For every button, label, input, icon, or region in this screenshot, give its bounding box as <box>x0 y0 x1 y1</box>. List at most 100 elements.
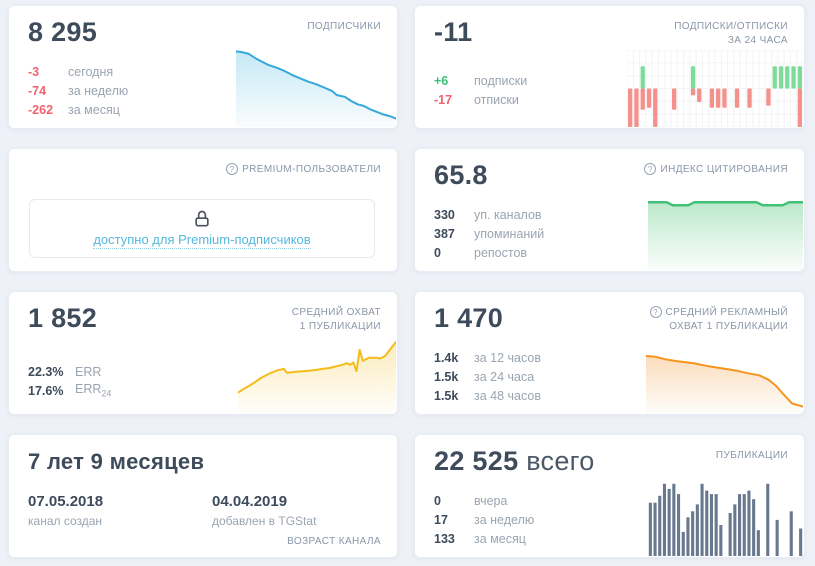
net-subs-count: -11 <box>434 17 473 47</box>
stat-label: отписки <box>474 92 519 107</box>
stat-value: +6 <box>434 73 449 88</box>
channel-age-value: 7 лет 9 месяцев <box>28 449 205 474</box>
stat-row: 330 уп. каналов <box>434 205 544 224</box>
avg-reach-stats: 22.3% ERR 17.6% ERR24 <box>28 362 111 400</box>
card-title: ПОДПИСЧИКИ <box>307 21 381 32</box>
card-title-line2: 1 ПУБЛИКАЦИИ <box>299 321 381 332</box>
card-channel-age: 7 лет 9 месяцев 07.05.2018 канал создан … <box>8 434 398 558</box>
stat-label: сегодня <box>68 64 114 79</box>
subs-unsubs-stats: +6 подписки -17 отписки <box>434 71 527 109</box>
stat-value: 1.5k <box>434 369 459 384</box>
card-title-line1: СРЕДНИЙ РЕКЛАМНЫЙ <box>665 307 788 318</box>
subs-unsubs-bar-chart <box>627 50 803 127</box>
stat-row: 17.6% ERR24 <box>28 381 111 400</box>
avg-reach-value: 1 852 <box>28 303 98 333</box>
subscribers-stats: -3 сегодня -74 за неделю -262 за месяц <box>28 62 128 119</box>
avg-ad-reach-chart <box>646 349 803 413</box>
stat-value: 387 <box>434 226 455 241</box>
card-title-line1: СРЕДНИЙ ОХВАТ <box>291 307 381 318</box>
stat-label: за месяц <box>474 531 526 546</box>
help-icon[interactable]: ? <box>649 306 662 318</box>
stat-label: за 48 часов <box>474 388 541 403</box>
avg-reach-chart <box>238 334 396 413</box>
stat-row: 0 вчера <box>434 491 534 510</box>
stat-label: за 24 часа <box>474 369 535 384</box>
stat-value: 0 <box>434 493 441 508</box>
stat-row: -74 за неделю <box>28 81 128 100</box>
card-subs-unsubs: -11 ПОДПИСКИ/ОТПИСКИ ЗА 24 ЧАСА +6 подпи… <box>414 5 805 129</box>
card-publications: 22 525 всего ПУБЛИКАЦИИ 0 вчера 17 за не… <box>414 434 805 558</box>
avg-ad-reach-value: 1 470 <box>434 303 504 333</box>
stat-row: 1.5k за 48 часов <box>434 386 541 405</box>
stat-value: 1.4k <box>434 350 459 365</box>
stat-row: -262 за месяц <box>28 100 128 119</box>
stat-row: 133 за месяц <box>434 529 534 548</box>
card-citation-index: 65.8 ? ИНДЕКС ЦИТИРОВАНИЯ 330 уп. каналов… <box>414 148 805 272</box>
stat-label: подписки <box>474 73 528 88</box>
citation-index-chart <box>648 198 803 270</box>
card-premium-users: ? PREMIUM-ПОЛЬЗОВАТЕЛИ доступно для Premi… <box>8 148 398 272</box>
stat-row: 1.4k за 12 часов <box>434 348 541 367</box>
card-title: ВОЗРАСТ КАНАЛА <box>287 536 381 547</box>
stat-row: 1.5k за 24 часа <box>434 367 541 386</box>
stat-value: 22.3% <box>28 364 64 379</box>
subscribers-sparkline-chart <box>236 43 396 127</box>
premium-locked-panel: доступно для Premium-подписчиков <box>29 199 375 258</box>
stat-value: -17 <box>434 92 453 107</box>
card-title: ПОДПИСКИ/ОТПИСКИ ЗА 24 ЧАСА <box>674 20 788 48</box>
date-value: 07.05.2018 <box>28 493 104 510</box>
card-title: ? PREMIUM-ПОЛЬЗОВАТЕЛИ <box>226 163 381 177</box>
card-title-text: ИНДЕКС ЦИТИРОВАНИЯ <box>660 164 788 175</box>
stat-value: 17.6% <box>28 383 64 398</box>
stat-label: за 12 часов <box>474 350 541 365</box>
avg-ad-reach-stats: 1.4k за 12 часов 1.5k за 24 часа 1.5k за… <box>434 348 541 405</box>
stat-label: упоминаний <box>474 226 545 241</box>
err24-subscript: 24 <box>101 388 112 399</box>
stat-value: 133 <box>434 531 455 546</box>
stat-label: вчера <box>474 493 508 508</box>
card-title-line2: ОХВАТ 1 ПУБЛИКАЦИИ <box>669 321 788 332</box>
stat-value: 17 <box>434 512 448 527</box>
help-icon[interactable]: ? <box>644 163 657 175</box>
stat-row: 17 за неделю <box>434 510 534 529</box>
stat-row: -3 сегодня <box>28 62 128 81</box>
card-title-line2: ЗА 24 ЧАСА <box>727 35 788 46</box>
premium-subscription-link[interactable]: доступно для Premium-подписчиков <box>93 231 311 249</box>
stat-value: -74 <box>28 83 47 98</box>
card-avg-ad-reach: 1 470 ? СРЕДНИЙ РЕКЛАМНЫЙ ОХВАТ 1 ПУБЛИКА… <box>414 291 805 415</box>
citation-stats: 330 уп. каналов 387 упоминаний 0 репосто… <box>434 205 544 262</box>
stat-label: за неделю <box>68 83 129 98</box>
stat-row: -17 отписки <box>434 90 527 109</box>
card-title-text: PREMIUM-ПОЛЬЗОВАТЕЛИ <box>242 164 381 175</box>
stat-label: ERR <box>75 364 102 379</box>
date-created: 07.05.2018 канал создан <box>28 493 103 528</box>
date-value: 04.04.2019 <box>212 493 288 510</box>
stat-label: ERR24 <box>75 382 112 399</box>
stat-value: -262 <box>28 102 54 117</box>
stat-label: за неделю <box>474 512 535 527</box>
card-title-line1: ПОДПИСКИ/ОТПИСКИ <box>674 21 788 32</box>
stat-label: уп. каналов <box>474 207 542 222</box>
publications-stats: 0 вчера 17 за неделю 133 за месяц <box>434 491 534 548</box>
stat-label: за месяц <box>68 102 120 117</box>
publications-count: 22 525 всего <box>434 446 595 477</box>
help-icon[interactable]: ? <box>226 163 239 175</box>
stat-value: -3 <box>28 64 40 79</box>
date-label: канал создан <box>28 514 103 528</box>
stat-value: 0 <box>434 245 441 260</box>
card-avg-reach: 1 852 СРЕДНИЙ ОХВАТ 1 ПУБЛИКАЦИИ 22.3% E… <box>8 291 398 415</box>
publications-total: 22 525 <box>434 446 519 476</box>
stat-row: +6 подписки <box>434 71 527 90</box>
card-title: ПУБЛИКАЦИИ <box>715 450 788 461</box>
card-title: СРЕДНИЙ ОХВАТ 1 ПУБЛИКАЦИИ <box>292 306 381 334</box>
subscribers-count: 8 295 <box>28 17 98 47</box>
citation-index-value: 65.8 <box>434 160 488 190</box>
stat-label: репостов <box>474 245 528 260</box>
stat-value: 1.5k <box>434 388 459 403</box>
date-label: добавлен в TGStat <box>212 514 317 528</box>
stat-value: 330 <box>434 207 455 222</box>
stat-row: 387 упоминаний <box>434 224 544 243</box>
publications-bar-chart <box>648 470 803 556</box>
date-added-tgstat: 04.04.2019 добавлен в TGStat <box>212 493 316 528</box>
